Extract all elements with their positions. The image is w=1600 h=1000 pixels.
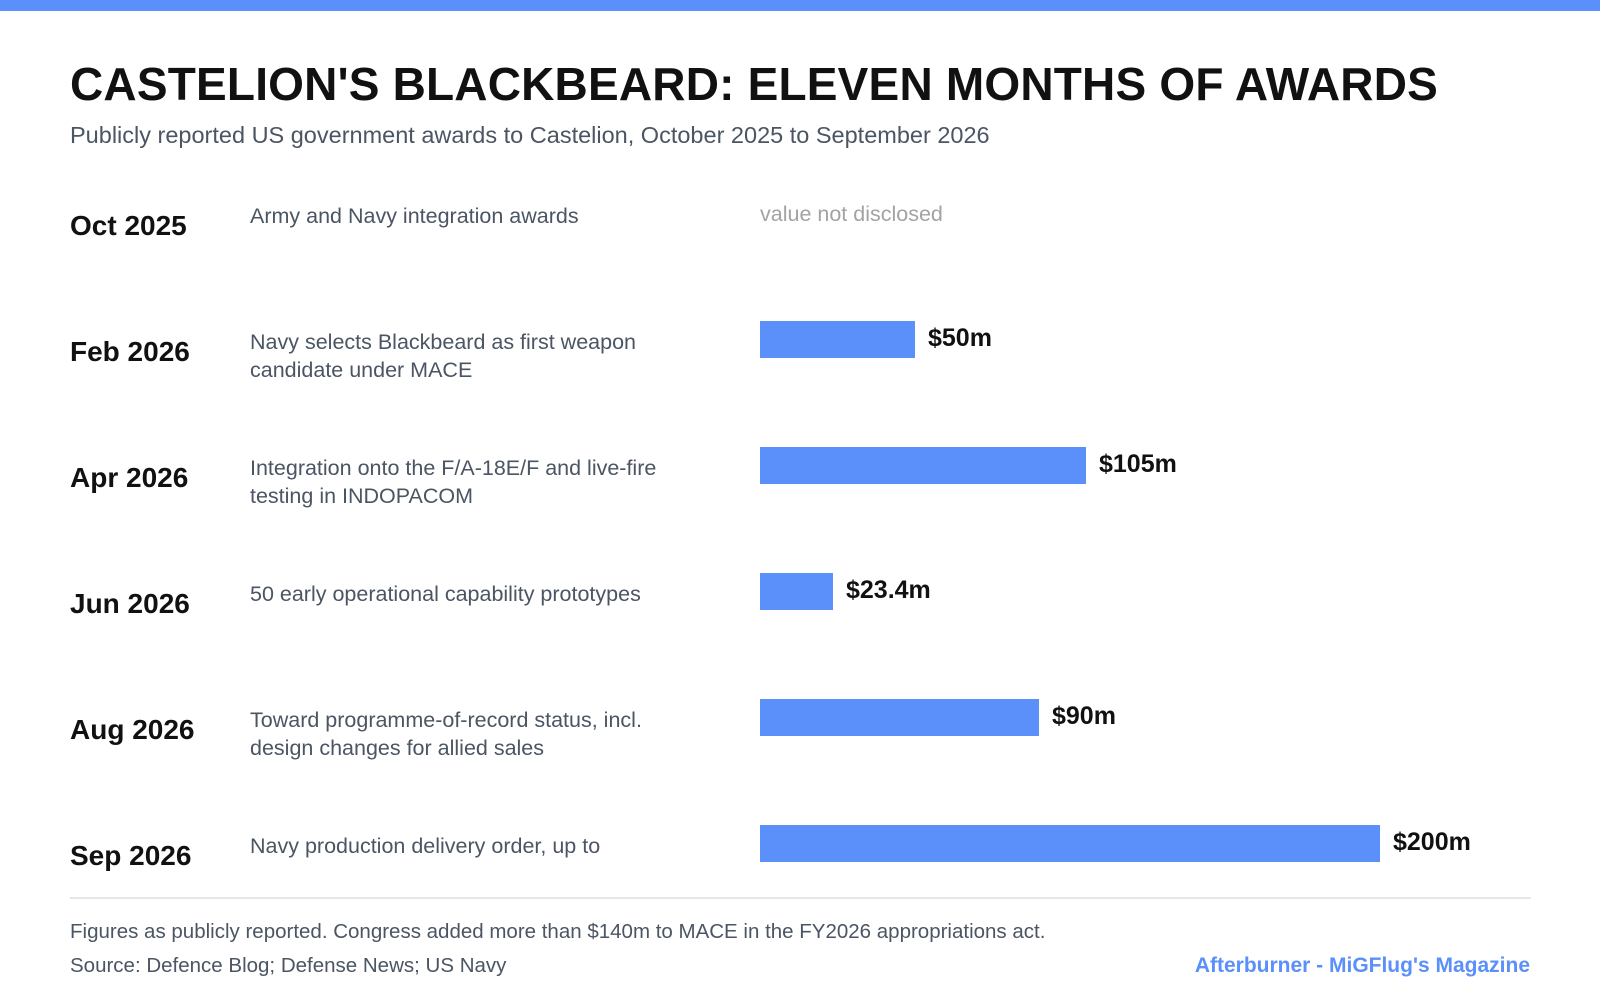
row-date: Aug 2026: [70, 714, 195, 745]
row-date: Oct 2025: [70, 210, 187, 241]
row-date: Jun 2026: [70, 588, 190, 619]
row-description: Army and Navy integration awards: [250, 204, 579, 228]
top-accent-bar: [0, 0, 1600, 11]
award-bar: [760, 699, 1039, 736]
award-row: Apr 2026 Integration onto the F/A-18E/F a…: [0, 447, 1600, 542]
row-description: Navy production delivery order, up to: [250, 834, 601, 858]
award-bar: [760, 447, 1086, 484]
award-bar: [760, 825, 1380, 862]
award-row: Sep 2026 Navy production delivery order, …: [0, 825, 1600, 920]
chart-subtitle: Publicly reported US government awards t…: [70, 122, 990, 148]
award-row: Jun 2026 50 early operational capability …: [0, 573, 1600, 668]
row-description: 50 early operational capability prototyp…: [250, 582, 641, 606]
award-row: Feb 2026 Navy selects Blackbeard as first…: [0, 321, 1600, 416]
bar-value-label: $50m: [928, 324, 992, 352]
award-row: Oct 2025 Army and Navy integration awards…: [0, 202, 1600, 290]
award-bar: [760, 321, 915, 358]
footer-divider: [70, 897, 1531, 899]
bar-value-label: $23.4m: [846, 576, 931, 604]
bar-value-label: $200m: [1393, 828, 1471, 856]
footer-note: Figures as publicly reported. Congress a…: [70, 920, 1046, 943]
value-not-disclosed-label: value not disclosed: [760, 202, 943, 226]
row-date: Apr 2026: [70, 462, 189, 493]
award-bar: [760, 573, 833, 610]
chart-title: CASTELION'S BLACKBEARD: ELEVEN MONTHS OF…: [70, 58, 1438, 110]
bar-value-label: $105m: [1099, 450, 1177, 478]
bar-value-label: $90m: [1052, 702, 1116, 730]
brand-link[interactable]: Afterburner - MiGFlug's Magazine: [1194, 954, 1530, 977]
row-date: Sep 2026: [70, 840, 192, 871]
row-description: Navy selects Blackbeard as first weapon …: [250, 330, 636, 382]
award-row: Aug 2026 Toward programme-of-record statu…: [0, 699, 1600, 794]
row-description: Integration onto the F/A-18E/F and live-…: [250, 456, 657, 508]
row-date: Feb 2026: [70, 336, 190, 367]
source-line: Source: Defence Blog; Defense News; US N…: [70, 954, 507, 977]
row-description: Toward programme-of-record status, incl.…: [250, 708, 642, 760]
